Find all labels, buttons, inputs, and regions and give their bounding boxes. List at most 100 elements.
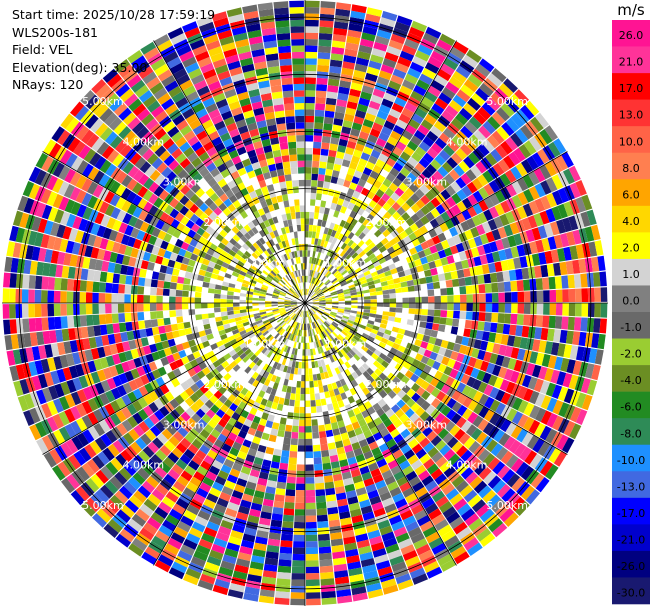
velocity-gate — [379, 525, 393, 536]
velocity-gate — [444, 272, 452, 281]
velocity-gate — [358, 338, 366, 346]
velocity-gate — [111, 313, 119, 324]
velocity-gate — [594, 287, 601, 302]
velocity-gate — [267, 326, 274, 333]
velocity-gate — [352, 475, 363, 484]
velocity-gate — [270, 461, 280, 469]
velocity-gate — [157, 247, 166, 257]
velocity-gate — [539, 129, 553, 145]
velocity-gate — [164, 440, 176, 452]
velocity-gate — [309, 387, 315, 395]
velocity-gate — [439, 416, 451, 428]
velocity-gate — [305, 560, 319, 567]
velocity-gate — [317, 281, 322, 287]
velocity-gate — [160, 417, 171, 429]
velocity-gate — [483, 209, 494, 221]
velocity-gate — [351, 337, 359, 345]
velocity-gate — [375, 286, 383, 292]
velocity-gate — [335, 316, 342, 321]
velocity-gate — [528, 200, 540, 215]
velocity-gate — [242, 355, 250, 363]
velocity-gate — [204, 345, 213, 354]
velocity-gate — [110, 413, 122, 426]
velocity-gate — [150, 311, 157, 320]
velocity-gate — [64, 199, 76, 213]
velocity-gate — [343, 376, 351, 385]
velocity-gate — [95, 489, 110, 504]
velocity-gate — [439, 461, 452, 473]
velocity-gate — [194, 515, 208, 527]
velocity-gate — [120, 264, 128, 275]
velocity-gate — [251, 555, 265, 564]
velocity-gate — [420, 315, 428, 322]
velocity-gate — [414, 107, 428, 119]
velocity-gate — [294, 315, 299, 322]
velocity-gate — [318, 33, 333, 41]
velocity-gate — [29, 407, 41, 424]
velocity-gate — [306, 323, 308, 331]
velocity-gate — [124, 294, 131, 303]
velocity-gate — [369, 364, 378, 372]
velocity-gate — [402, 79, 416, 91]
velocity-gate — [316, 280, 321, 287]
velocity-gate — [179, 453, 192, 465]
velocity-gate — [48, 263, 57, 277]
velocity-gate — [267, 344, 274, 351]
velocity-gate — [273, 291, 280, 295]
velocity-gate — [285, 392, 291, 400]
velocity-gate — [296, 322, 300, 330]
velocity-gate — [305, 521, 317, 529]
velocity-gate — [336, 288, 343, 293]
velocity-gate — [477, 212, 488, 224]
velocity-gate — [305, 387, 310, 395]
velocity-gate — [383, 307, 390, 312]
velocity-gate — [374, 318, 382, 323]
velocity-gate — [302, 355, 305, 363]
velocity-gate — [296, 329, 300, 336]
velocity-gate — [352, 407, 361, 416]
velocity-gate — [514, 89, 529, 105]
velocity-gate — [306, 573, 320, 580]
velocity-gate — [116, 509, 131, 524]
velocity-gate — [331, 216, 338, 224]
velocity-gate — [67, 316, 75, 328]
velocity-gate — [120, 449, 133, 463]
velocity-gate — [240, 371, 248, 379]
velocity-gate — [351, 261, 358, 268]
velocity-gate — [208, 515, 222, 526]
velocity-gate — [213, 390, 223, 400]
velocity-gate — [343, 311, 351, 315]
velocity-gate — [312, 305, 319, 309]
velocity-gate — [365, 339, 373, 346]
velocity-gate — [326, 264, 333, 271]
velocity-gate — [155, 342, 164, 351]
velocity-gate — [422, 263, 431, 271]
velocity-gate — [288, 319, 293, 325]
velocity-gate — [525, 363, 536, 376]
velocity-gate — [195, 379, 205, 389]
velocity-gate — [379, 491, 392, 502]
velocity-gate — [320, 200, 327, 208]
velocity-gate — [432, 345, 441, 354]
velocity-gate — [325, 306, 332, 309]
velocity-gate — [525, 489, 540, 505]
velocity-gate — [479, 533, 496, 547]
velocity-gate — [277, 429, 285, 438]
velocity-gate — [309, 329, 312, 337]
velocity-gate — [173, 480, 186, 493]
velocity-gate — [314, 321, 319, 328]
velocity-gate — [452, 278, 460, 287]
velocity-gate — [405, 555, 421, 567]
velocity-gate — [293, 308, 300, 313]
velocity-gate — [298, 336, 302, 343]
velocity-gate — [451, 204, 462, 216]
velocity-gate — [326, 271, 332, 278]
velocity-gate — [487, 219, 498, 231]
velocity-gate — [290, 393, 296, 401]
velocity-gate — [252, 305, 259, 309]
velocity-gate — [377, 233, 386, 242]
velocity-gate — [274, 324, 280, 330]
velocity-gate — [188, 460, 200, 471]
velocity-gate — [419, 520, 434, 533]
velocity-gate — [504, 313, 512, 324]
